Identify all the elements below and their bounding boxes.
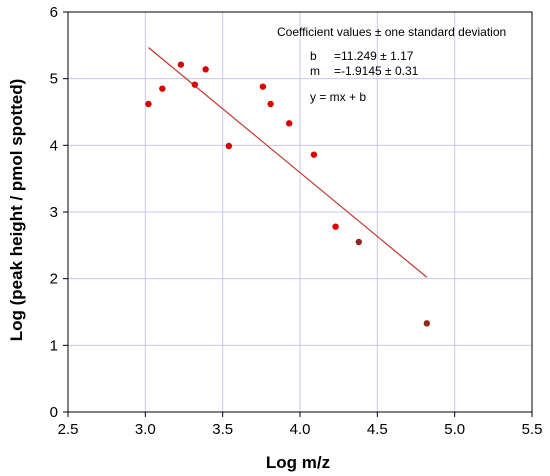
y-axis-title: Log (peak height / pmol spotted) bbox=[7, 79, 26, 342]
x-tick-label: 2.5 bbox=[58, 421, 79, 438]
x-tick-label: 3.5 bbox=[212, 421, 233, 438]
axis-ticks bbox=[63, 11, 533, 417]
x-tick-label: 3.0 bbox=[135, 421, 156, 438]
y-tick-label: 4 bbox=[50, 137, 58, 154]
data-point bbox=[159, 85, 166, 92]
grid-lines bbox=[67, 11, 533, 413]
annotation-m-label: m bbox=[310, 64, 320, 78]
data-point bbox=[177, 61, 185, 68]
data-point bbox=[423, 320, 431, 327]
data-points bbox=[145, 61, 431, 327]
fit-line bbox=[148, 47, 428, 278]
data-point bbox=[225, 142, 233, 150]
x-tick-label: 5.5 bbox=[522, 421, 543, 438]
annotation-m-value: =-1.9145 ± 0.31 bbox=[334, 64, 419, 78]
annotation-heading: Coefficient values ± one standard deviat… bbox=[277, 25, 506, 39]
y-tick-label: 0 bbox=[50, 404, 58, 421]
annotation-b-value: =11.249 ± 1.17 bbox=[334, 49, 414, 63]
data-point bbox=[145, 100, 152, 108]
data-point bbox=[191, 81, 199, 88]
data-point bbox=[285, 120, 293, 127]
x-tick-labels: 2.5 3.0 3.5 4.0 4.5 5.0 5.5 bbox=[58, 421, 543, 438]
coefficient-annotation: Coefficient values ± one standard deviat… bbox=[277, 25, 506, 104]
data-point bbox=[259, 83, 267, 90]
y-tick-label: 6 bbox=[50, 4, 58, 21]
data-point bbox=[332, 223, 339, 230]
x-axis-title: Log m/z bbox=[266, 453, 330, 472]
data-point bbox=[202, 66, 209, 73]
y-tick-label: 3 bbox=[50, 204, 58, 221]
annotation-equation: y = mx + b bbox=[310, 90, 366, 104]
y-tick-labels: 0 1 2 3 4 5 6 bbox=[50, 4, 58, 421]
y-tick-label: 1 bbox=[50, 337, 58, 354]
x-tick-label: 4.5 bbox=[367, 421, 388, 438]
data-point bbox=[267, 100, 274, 108]
x-tick-label: 5.0 bbox=[444, 421, 465, 438]
annotation-b-label: b bbox=[310, 49, 317, 63]
data-point bbox=[310, 151, 318, 158]
x-tick-label: 4.0 bbox=[290, 421, 311, 438]
data-point bbox=[355, 238, 362, 246]
y-tick-label: 2 bbox=[50, 271, 58, 288]
y-tick-label: 5 bbox=[50, 71, 58, 88]
